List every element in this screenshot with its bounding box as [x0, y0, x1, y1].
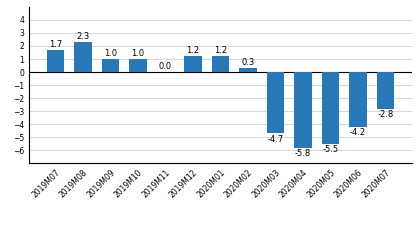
Text: -5.8: -5.8 — [295, 149, 311, 158]
Text: 1.7: 1.7 — [49, 39, 62, 49]
Text: 1.0: 1.0 — [104, 49, 117, 58]
Text: -4.2: -4.2 — [350, 128, 366, 137]
Bar — [239, 68, 257, 72]
Text: 1.0: 1.0 — [131, 49, 144, 58]
Bar — [322, 72, 339, 144]
Text: 0.0: 0.0 — [159, 62, 172, 71]
Text: -4.7: -4.7 — [267, 135, 284, 144]
Bar — [47, 50, 64, 72]
Text: 1.2: 1.2 — [186, 46, 200, 55]
Text: 1.2: 1.2 — [214, 46, 227, 55]
Bar — [129, 59, 147, 72]
Bar — [212, 56, 229, 72]
Bar — [184, 56, 202, 72]
Text: -5.5: -5.5 — [322, 145, 339, 154]
Bar — [376, 72, 394, 109]
Text: -2.8: -2.8 — [377, 110, 394, 119]
Text: 0.3: 0.3 — [241, 58, 255, 67]
Bar — [349, 72, 367, 127]
Bar — [102, 59, 119, 72]
Bar — [267, 72, 285, 133]
Bar — [74, 42, 92, 72]
Text: 2.3: 2.3 — [76, 32, 89, 41]
Bar — [294, 72, 312, 148]
